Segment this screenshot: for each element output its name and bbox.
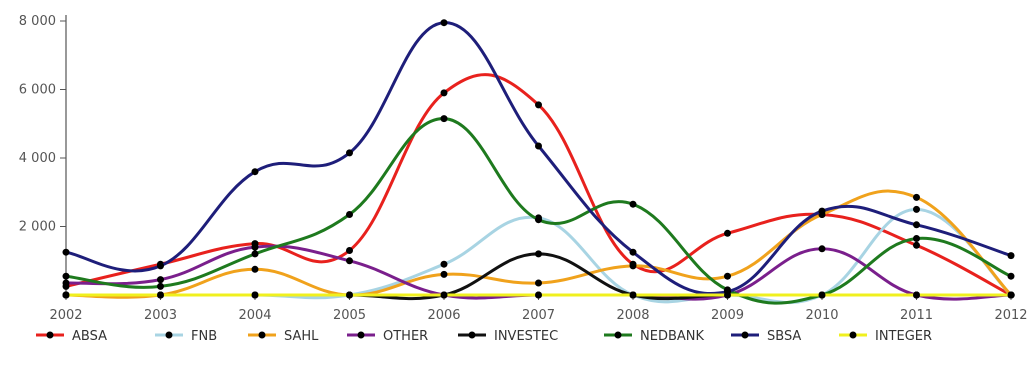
legend: ABSA FNB SAHL OTHER INVESTEC NEDBANK SBSA INTEG… <box>36 329 932 344</box>
legend-marker-other <box>357 331 365 339</box>
data-point-integer <box>724 291 731 299</box>
data-point-integer <box>818 291 826 299</box>
legend-label-fnb: FNB <box>191 329 217 344</box>
series-nedbank <box>62 115 1015 305</box>
series-integer <box>62 291 1015 299</box>
legend-item-nedbank[interactable]: NEDBANK <box>604 329 704 344</box>
data-point-other <box>157 276 164 284</box>
legend-marker-sbsa <box>741 331 749 339</box>
legend-label-nedbank: NEDBANK <box>640 329 704 344</box>
series-group <box>62 19 1015 305</box>
data-point-nedbank <box>440 115 448 123</box>
data-point-other <box>62 279 70 287</box>
x-tick-label: 2004 <box>238 308 271 323</box>
legend-label-integer: INTEGER <box>875 329 932 344</box>
legend-marker-integer <box>849 331 857 339</box>
data-point-absa <box>346 247 353 254</box>
data-point-nedbank <box>251 250 259 258</box>
axes: 2 000 4 000 6 000 8 000 2002 2003 2004 2005 2006… <box>19 14 1028 323</box>
data-point-integer <box>62 291 70 299</box>
legend-item-integer[interactable]: INTEGER <box>839 329 932 344</box>
data-point-integer <box>251 291 259 299</box>
data-point-sahl <box>251 265 259 273</box>
data-point-sahl <box>629 262 637 270</box>
legend-item-sbsa[interactable]: SBSA <box>731 329 801 344</box>
data-point-fnb <box>440 260 448 268</box>
x-tick-label: 2009 <box>711 308 744 323</box>
data-point-integer <box>346 291 353 299</box>
data-point-integer <box>629 291 637 299</box>
data-point-integer <box>1007 291 1015 299</box>
data-point-integer <box>157 291 164 299</box>
data-point-sahl <box>913 193 920 201</box>
y-tick-label: 6 000 <box>19 83 56 98</box>
data-point-sbsa <box>535 142 542 150</box>
data-point-nedbank <box>535 216 542 224</box>
legend-item-investec[interactable]: INVESTEC <box>458 329 558 344</box>
legend-marker-sahl <box>258 331 266 339</box>
data-point-other <box>251 243 259 251</box>
data-point-sbsa <box>251 168 259 176</box>
data-point-investec <box>535 250 542 258</box>
series-line-sbsa <box>64 21 1013 296</box>
x-tick-label: 2010 <box>805 308 838 323</box>
x-tick-label: 2002 <box>49 308 82 323</box>
legend-marker-absa <box>46 331 54 339</box>
data-point-sahl <box>724 272 731 280</box>
data-point-sbsa <box>62 248 70 256</box>
series-sbsa <box>62 19 1015 296</box>
data-point-sbsa <box>1007 252 1015 260</box>
legend-label-sbsa: SBSA <box>767 329 801 344</box>
legend-label-absa: ABSA <box>72 329 107 344</box>
data-point-sbsa <box>629 248 637 256</box>
legend-marker-fnb <box>165 331 173 339</box>
x-tick-label: 2006 <box>427 308 460 323</box>
legend-item-fnb[interactable]: FNB <box>155 329 217 344</box>
x-tick-label: 2005 <box>333 308 366 323</box>
data-point-absa <box>440 89 448 97</box>
y-tick-label: 4 000 <box>19 151 56 166</box>
data-point-integer <box>913 291 920 299</box>
legend-label-other: OTHER <box>383 329 428 344</box>
data-point-sbsa <box>157 262 164 270</box>
data-point-sahl <box>535 279 542 287</box>
x-tick-label: 2008 <box>616 308 649 323</box>
legend-marker-investec <box>468 331 476 339</box>
legend-label-sahl: SAHL <box>284 329 319 344</box>
data-point-sbsa <box>346 149 353 157</box>
data-point-other <box>346 257 353 265</box>
legend-marker-nedbank <box>614 331 622 339</box>
data-point-fnb <box>913 205 920 213</box>
data-point-integer <box>440 291 448 299</box>
x-tick-label: 2011 <box>900 308 933 323</box>
data-point-absa <box>724 229 731 237</box>
data-point-nedbank <box>913 235 920 242</box>
x-tick-label: 2007 <box>522 308 555 323</box>
y-tick-label: 8 000 <box>19 14 56 29</box>
data-point-sbsa <box>913 221 920 229</box>
data-point-sahl <box>440 270 448 278</box>
data-point-sbsa <box>818 207 826 215</box>
data-point-other <box>818 245 826 253</box>
legend-item-absa[interactable]: ABSA <box>36 329 107 344</box>
data-point-nedbank <box>157 282 164 290</box>
x-tick-label: 2012 <box>994 308 1027 323</box>
data-point-absa <box>535 101 542 109</box>
data-point-absa <box>913 241 920 249</box>
legend-item-other[interactable]: OTHER <box>347 329 428 344</box>
data-point-nedbank <box>62 272 70 280</box>
data-point-integer <box>535 291 542 299</box>
x-tick-label: 2003 <box>144 308 177 323</box>
y-tick-label: 2 000 <box>19 220 56 235</box>
series-absa <box>62 73 1015 299</box>
legend-item-sahl[interactable]: SAHL <box>248 329 319 344</box>
data-point-nedbank <box>346 211 353 218</box>
data-point-nedbank <box>629 200 637 208</box>
data-point-sbsa <box>440 19 448 27</box>
legend-label-investec: INVESTEC <box>494 329 558 344</box>
data-point-nedbank <box>1007 272 1015 280</box>
